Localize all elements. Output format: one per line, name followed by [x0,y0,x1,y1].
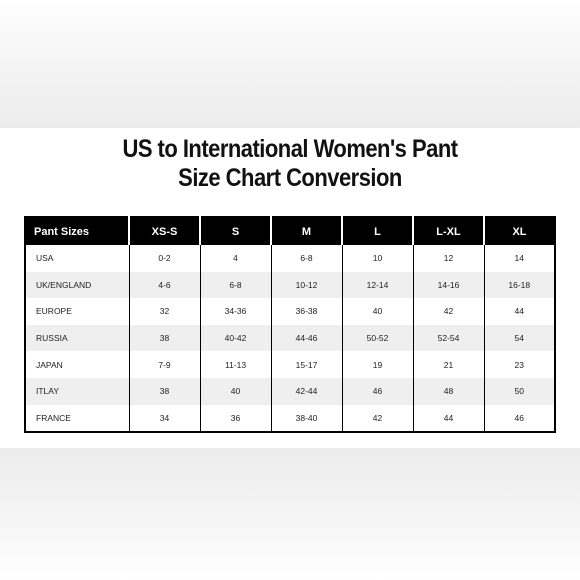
background-top-band [0,0,580,128]
table-cell: 7-9 [128,351,200,378]
table-cell: 16-18 [483,271,555,299]
table-cell: 42 [412,298,484,325]
row-label: USA [25,245,129,272]
title-line-2: Size Chart Conversion [178,164,402,192]
header-l-xl: L-XL [412,217,484,245]
table-cell: 14 [483,245,555,272]
table-cell: 46 [483,404,555,433]
table-cell: 19 [341,351,413,378]
table-cell: 15-17 [270,351,342,378]
table-cell: 40 [341,298,413,325]
table-cell: 42 [341,404,413,433]
table-cell: 4 [199,245,271,272]
row-label: UK/ENGLAND [25,271,129,299]
table-cell: 54 [483,324,555,352]
table-cell: 6-8 [199,271,271,299]
table-cell: 38-40 [270,404,342,433]
row-label: EUROPE [25,298,129,325]
table-cell: 38 [128,324,200,352]
table-row: UK/ENGLAND 4-6 6-8 10-12 12-14 14-16 16-… [25,271,555,299]
header-xs-s: XS-S [128,217,200,245]
table-cell: 36-38 [270,298,342,325]
header-s: S [199,217,271,245]
header-pant-sizes: Pant Sizes [25,217,129,245]
table-cell: 0-2 [128,245,200,272]
table-row: EUROPE 32 34-36 36-38 40 42 44 [25,298,555,325]
table-cell: 32 [128,298,200,325]
table-cell: 12-14 [341,271,413,299]
row-label: RUSSIA [25,324,129,352]
table-row: USA 0-2 4 6-8 10 12 14 [25,245,555,272]
row-label: JAPAN [25,351,129,378]
row-label: FRANCE [25,404,129,433]
row-label: ITLAY [25,377,129,405]
table-cell: 14-16 [412,271,484,299]
table-cell: 21 [412,351,484,378]
page-title: US to International Women's Pant Size Ch… [35,135,545,193]
table-cell: 44 [483,298,555,325]
header-xl: XL [483,217,555,245]
table-cell: 23 [483,351,555,378]
table-cell: 36 [199,404,271,433]
table-cell: 46 [341,377,413,405]
title-line-1: US to International Women's Pant [122,135,458,163]
table-cell: 44 [412,404,484,433]
table-row: ITLAY 38 40 42-44 46 48 50 [25,377,555,405]
table-row: JAPAN 7-9 11-13 15-17 19 21 23 [25,351,555,378]
table-cell: 40-42 [199,324,271,352]
table-row: RUSSIA 38 40-42 44-46 50-52 52-54 54 [25,324,555,352]
table-cell: 50 [483,377,555,405]
table-cell: 34 [128,404,200,433]
table-cell: 44-46 [270,324,342,352]
table-row: FRANCE 34 36 38-40 42 44 46 [25,404,555,433]
table-cell: 10-12 [270,271,342,299]
table-cell: 10 [341,245,413,272]
table-cell: 40 [199,377,271,405]
table-cell: 52-54 [412,324,484,352]
table-cell: 6-8 [270,245,342,272]
table-cell: 4-6 [128,271,200,299]
table-cell: 12 [412,245,484,272]
table-cell: 42-44 [270,377,342,405]
table-cell: 38 [128,377,200,405]
table-cell: 48 [412,377,484,405]
table-header-row: Pant Sizes XS-S S M L L-XL XL [25,217,555,245]
background-bottom-band [0,448,580,580]
table-cell: 50-52 [341,324,413,352]
table-cell: 11-13 [199,351,271,378]
header-m: M [270,217,342,245]
header-l: L [341,217,413,245]
size-conversion-table: Pant Sizes XS-S S M L L-XL XL USA 0-2 4 … [24,216,556,434]
table-cell: 34-36 [199,298,271,325]
